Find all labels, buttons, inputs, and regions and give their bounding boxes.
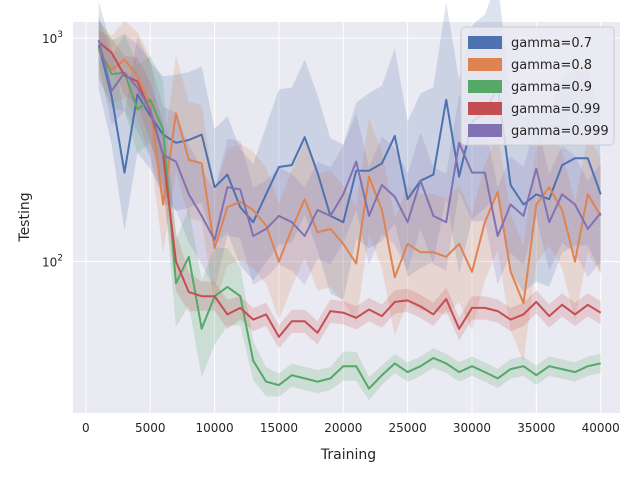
x-tick-label: 25000 bbox=[389, 421, 427, 435]
confidence-band bbox=[98, 19, 601, 401]
x-tick-label: 10000 bbox=[195, 421, 233, 435]
confidence-band bbox=[98, 30, 601, 349]
x-tick-label: 15000 bbox=[260, 421, 298, 435]
x-tick-label: 5000 bbox=[135, 421, 166, 435]
x-tick-label: 40000 bbox=[582, 421, 620, 435]
x-tick-label: 35000 bbox=[517, 421, 555, 435]
legend-swatch bbox=[468, 80, 502, 93]
legend-swatch bbox=[468, 102, 502, 115]
y-tick-label: 102 bbox=[42, 254, 63, 270]
x-tick-label: 30000 bbox=[453, 421, 491, 435]
series-line bbox=[97, 47, 601, 390]
series-lines bbox=[97, 39, 602, 390]
legend-label: gamma=0.99 bbox=[511, 102, 600, 117]
y-axis-label: Testing bbox=[17, 192, 33, 242]
series-line bbox=[98, 41, 602, 338]
y-tick-label: 103 bbox=[42, 30, 63, 46]
x-tick-label: 0 bbox=[82, 421, 90, 435]
legend-label: gamma=0.999 bbox=[511, 124, 609, 139]
legend: gamma=0.7 gamma=0.8 gamma=0.9 gamma=0.99 gam… bbox=[460, 26, 615, 146]
series-line bbox=[97, 49, 602, 305]
series-line bbox=[97, 39, 602, 241]
legend-swatch bbox=[468, 124, 502, 137]
legend-label: gamma=0.9 bbox=[511, 80, 592, 95]
legend-label: gamma=0.8 bbox=[511, 58, 592, 73]
x-axis-label: Training bbox=[320, 447, 376, 463]
legend-label: gamma=0.7 bbox=[511, 36, 592, 51]
legend-box bbox=[460, 26, 615, 146]
legend-swatch bbox=[468, 58, 502, 71]
x-tick-label: 20000 bbox=[324, 421, 362, 435]
legend-swatch bbox=[468, 36, 502, 49]
series-line bbox=[97, 44, 602, 224]
confidence-band bbox=[98, 20, 601, 362]
tick-labels: 0 5000 10000 15000 20000 25000 30000 35000 40000… bbox=[42, 30, 620, 435]
